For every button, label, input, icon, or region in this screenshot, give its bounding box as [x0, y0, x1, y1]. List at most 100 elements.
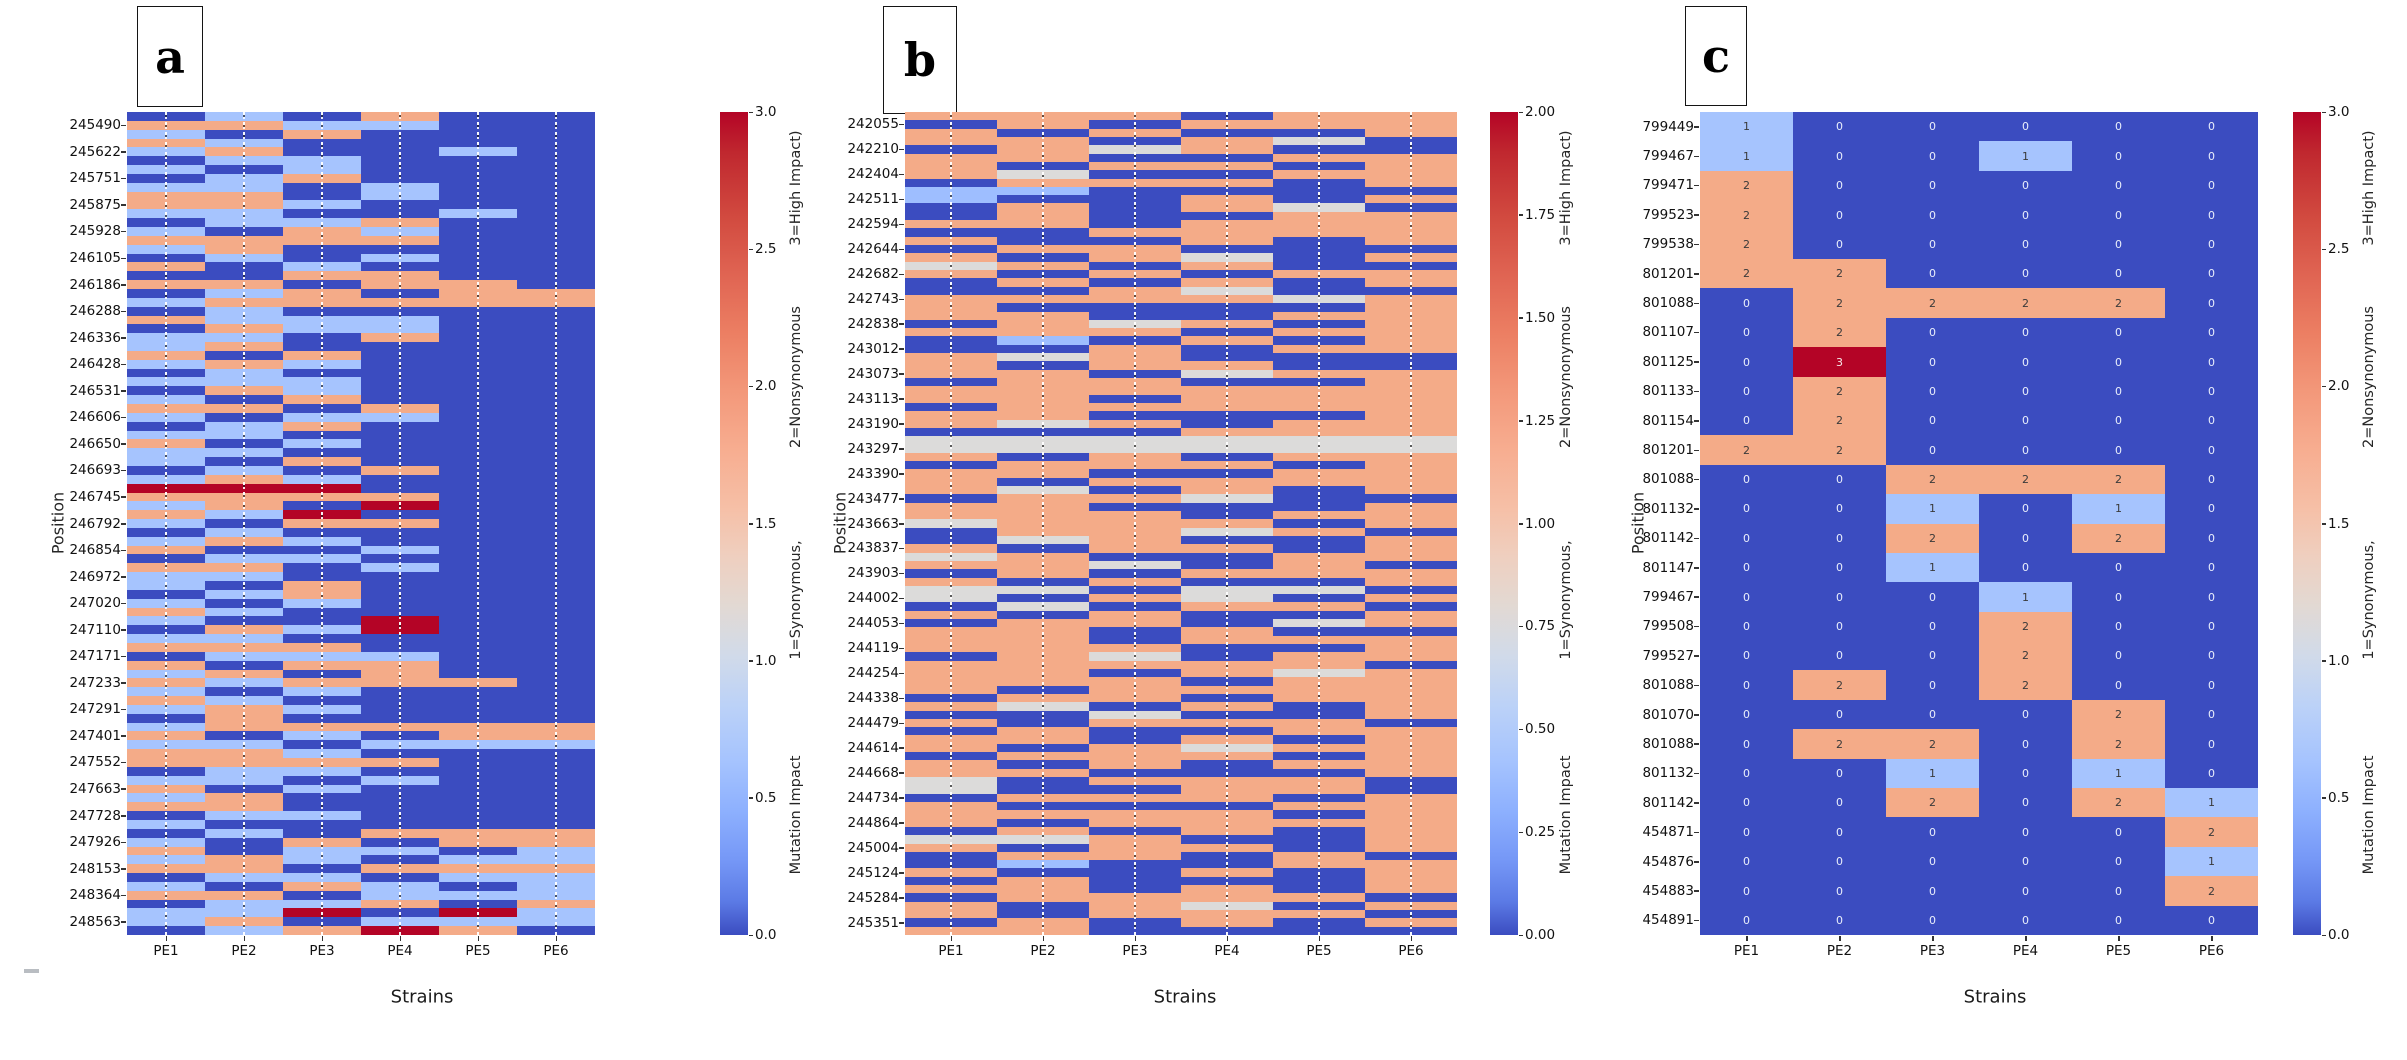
heatmap-row [127, 191, 595, 201]
y-tick-label: 244338 [847, 690, 899, 707]
column-annotation-line [165, 112, 167, 935]
x-axis-tick [2211, 936, 2213, 941]
y-axis-tick [1694, 214, 1699, 216]
heatmap-row [127, 404, 595, 414]
heatmap-cell: 0 [1979, 552, 2072, 583]
heatmap-cell: 0 [1793, 464, 1886, 495]
colorbar-tick-label: 0.00 [1525, 927, 1556, 943]
y-axis-tick [899, 872, 904, 874]
heatmap-row [127, 634, 595, 644]
colorbar-tick [1519, 317, 1523, 319]
panel-a-label-box: a [137, 6, 203, 107]
heatmap-cell: 0 [2072, 582, 2165, 613]
heatmap-cell: 2 [1793, 670, 1886, 701]
y-axis-tick [121, 230, 126, 233]
y-tick-label: 246693 [69, 462, 121, 479]
heatmap-cell: 0 [1979, 258, 2072, 289]
heatmap-row [127, 536, 595, 546]
heatmap-cell: 0 [1886, 200, 1979, 230]
y-axis-tick [1694, 420, 1699, 422]
y-axis-tick [899, 672, 904, 675]
column-annotation-line [1042, 112, 1044, 935]
colorbar-tick [1519, 523, 1523, 525]
y-axis-tick [121, 257, 126, 260]
y-axis-tick [899, 373, 904, 375]
heatmap-cell: 2 [2072, 464, 2165, 495]
y-tick-label: 248153 [69, 860, 121, 877]
colorbar-tick [2322, 934, 2326, 936]
y-tick-label: 243113 [847, 390, 899, 407]
heatmap-cell: 1 [2072, 494, 2165, 524]
y-axis-tick [121, 682, 126, 684]
heatmap-cell: 0 [2072, 258, 2165, 289]
colorbar [1490, 112, 1518, 935]
heatmap-cell: 0 [1700, 523, 1793, 554]
heatmap-row [127, 350, 595, 361]
colorbar-caption-segment: Mutation Impact [2361, 755, 2377, 875]
panel-a-heatmap [127, 112, 595, 935]
heatmap-cell: 3 [1793, 347, 1886, 377]
y-tick-label: 244053 [847, 615, 899, 632]
x-axis-tick [477, 936, 479, 941]
heatmap-row [127, 324, 595, 334]
panel-a-x-axis-title: Strains [390, 986, 454, 1008]
y-axis-tick [121, 549, 126, 552]
heatmap-cell: 0 [1700, 347, 1793, 377]
y-tick-label: 801154 [1642, 412, 1694, 429]
heatmap-cell: 0 [2165, 347, 2258, 377]
x-axis-tick [321, 936, 323, 941]
heatmap-cell: 0 [2165, 670, 2258, 701]
y-tick-label: 242404 [847, 166, 899, 183]
heatmap-cell: 0 [1793, 582, 1886, 613]
y-tick-label: 246854 [69, 542, 121, 559]
y-axis-tick [899, 622, 904, 625]
heatmap-cell: 0 [2165, 552, 2258, 583]
heatmap-row [127, 881, 595, 892]
heatmap-cell: 0 [2072, 817, 2165, 848]
column-annotation-line [1226, 112, 1228, 935]
heatmap-cell: 2 [1979, 611, 2072, 642]
colorbar-tick-label: 2.0 [755, 378, 777, 395]
y-tick-label: 242055 [847, 116, 899, 133]
heatmap-row [127, 280, 595, 290]
heatmap-cell: 0 [1700, 670, 1793, 701]
y-axis-tick [1694, 890, 1699, 892]
y-tick-label: 246972 [69, 568, 121, 585]
heatmap-row [127, 589, 595, 600]
heatmap-row [127, 811, 595, 821]
heatmap-row [127, 359, 595, 370]
y-tick-label: 246745 [69, 488, 121, 505]
scan-artifact-dash [24, 969, 39, 973]
heatmap-cell: 0 [1886, 611, 1979, 642]
y-tick-label: 247926 [69, 834, 121, 851]
heatmap-cell: 0 [1793, 200, 1886, 230]
heatmap-cell: 0 [1886, 641, 1979, 671]
y-tick-label: 247110 [69, 621, 121, 638]
y-axis-tick [899, 323, 904, 325]
x-tick-label: PE2 [231, 943, 257, 959]
heatmap-row [127, 412, 595, 423]
x-axis-tick [1042, 936, 1044, 941]
x-tick-label: PE4 [387, 943, 413, 959]
heatmap-row [127, 342, 595, 352]
heatmap-cell: 2 [1886, 288, 1979, 319]
heatmap-row [127, 395, 595, 405]
x-tick-label: PE1 [153, 943, 179, 959]
y-tick-label: 245124 [847, 864, 899, 881]
colorbar-tick-label: 2.5 [2328, 241, 2350, 258]
heatmap-cell: 0 [1979, 435, 2072, 466]
y-tick-label: 242594 [847, 216, 899, 233]
y-tick-label: 245751 [69, 170, 121, 187]
x-tick-label: PE3 [309, 943, 335, 959]
y-axis-tick [899, 273, 904, 276]
heatmap-cell: 0 [1793, 876, 1886, 906]
y-axis-tick [121, 921, 126, 923]
heatmap-cell: 0 [2165, 494, 2258, 524]
heatmap-row [127, 722, 595, 732]
heatmap-cell: 0 [1793, 141, 1886, 172]
y-axis-tick [121, 602, 126, 605]
